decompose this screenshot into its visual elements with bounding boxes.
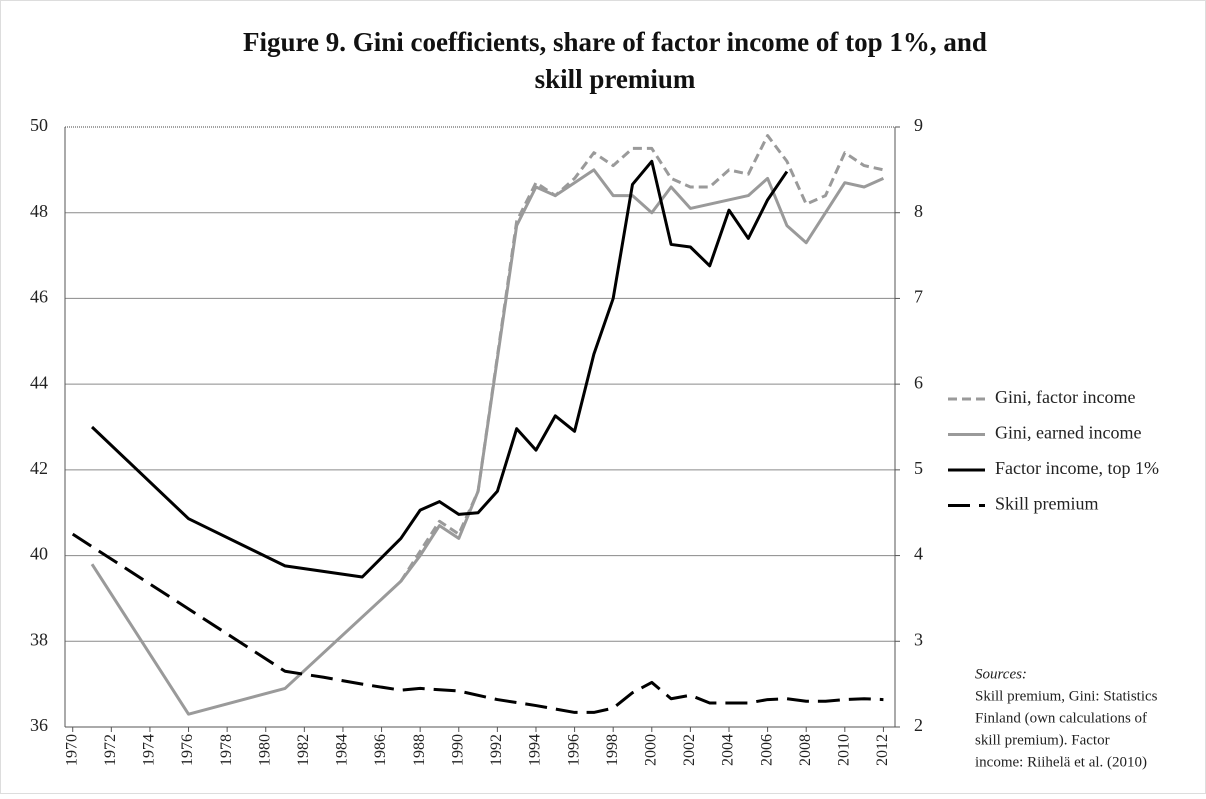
x-tick-label: 1982 [295, 734, 312, 766]
source-note: income: Riihelä et al. (2010) [975, 754, 1147, 770]
chart-title: Figure 9. Gini coefficients, share of fa… [243, 27, 987, 57]
y-tick-label: 36 [30, 715, 48, 735]
x-tick-label: 1996 [565, 734, 582, 766]
x-tick-label: 2008 [797, 734, 814, 766]
series-line [71, 532, 884, 714]
y-tick-label: 50 [30, 115, 48, 135]
y2-tick-label: 7 [914, 287, 923, 307]
x-tick-label: 1980 [256, 734, 273, 766]
y2-tick-label: 3 [914, 629, 923, 649]
x-tick-label: 1978 [218, 734, 235, 766]
x-tick-label: 1976 [179, 734, 196, 766]
y2-tick-label: 4 [914, 544, 923, 564]
series-line [90, 159, 789, 579]
x-tick-label: 2002 [681, 734, 698, 766]
y2-tick-label: 2 [914, 715, 923, 735]
y-tick-label: 38 [30, 629, 48, 649]
x-tick-label: 1994 [527, 734, 544, 766]
chart-title: skill premium [535, 64, 696, 94]
x-tick-label: 2012 [874, 734, 891, 766]
source-note: Skill premium, Gini: Statistics [975, 688, 1158, 704]
x-tick-label: 2004 [720, 734, 737, 766]
x-tick-label: 1986 [372, 734, 389, 766]
x-tick-label: 1984 [334, 734, 351, 766]
y-tick-label: 46 [30, 287, 48, 307]
source-note: skill premium). Factor [975, 732, 1110, 748]
y-tick-label: 44 [30, 372, 48, 392]
x-tick-label: 1974 [141, 734, 158, 766]
x-tick-label: 1998 [604, 734, 621, 766]
x-tick-label: 1990 [449, 734, 466, 766]
y2-tick-label: 9 [914, 115, 923, 135]
source-note: Finland (own calculations of [975, 710, 1147, 726]
source-note: Sources: [975, 666, 1027, 682]
x-tick-label: 2006 [758, 734, 775, 766]
x-tick-label: 1972 [102, 734, 119, 766]
legend-label: Skill premium [995, 494, 1099, 514]
y2-tick-label: 6 [914, 372, 923, 392]
legend-label: Gini, earned income [995, 423, 1141, 443]
y-tick-label: 42 [30, 458, 48, 478]
y-tick-label: 40 [30, 544, 48, 564]
legend-label: Factor income, top 1% [995, 458, 1159, 478]
x-tick-label: 2000 [642, 734, 659, 766]
y-tick-label: 48 [30, 201, 48, 221]
x-tick-label: 1970 [63, 734, 80, 766]
legend-label: Gini, factor income [995, 387, 1135, 407]
x-tick-label: 2010 [835, 734, 852, 766]
x-tick-label: 1988 [411, 734, 428, 766]
x-tick-label: 1992 [488, 734, 505, 766]
y2-tick-label: 8 [914, 201, 923, 221]
series-line [90, 168, 885, 716]
y2-tick-label: 5 [914, 458, 923, 478]
